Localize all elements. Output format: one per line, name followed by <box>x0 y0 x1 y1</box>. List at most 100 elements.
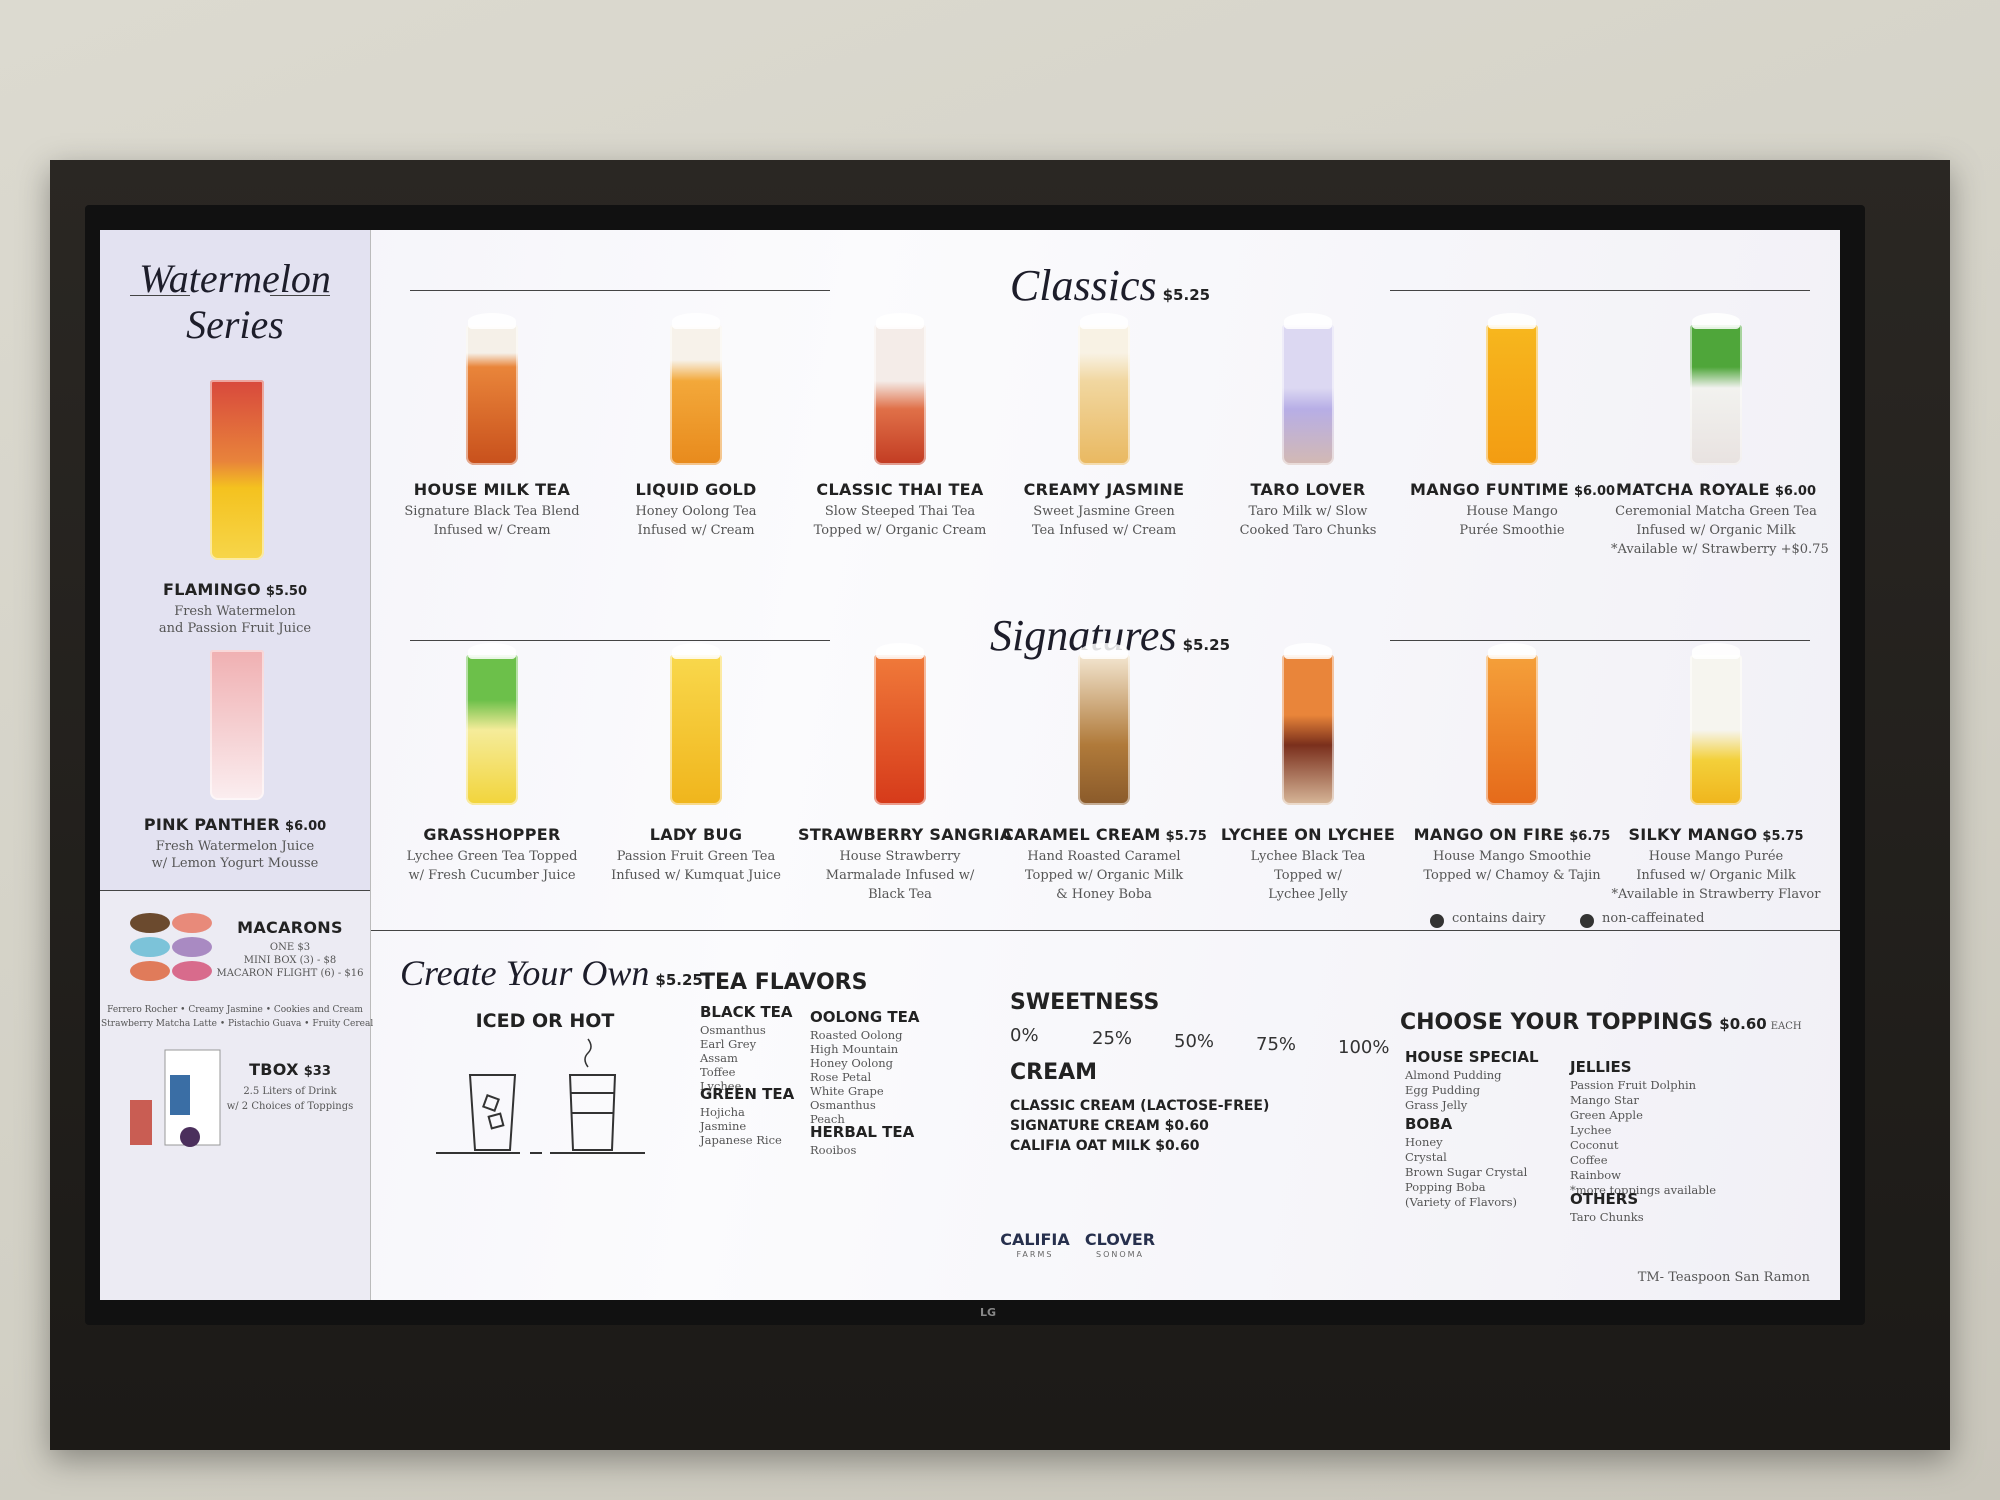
toppings-heading: CHOOSE YOUR TOPPINGS <box>1400 1010 1714 1035</box>
topping-item: (Variety of Flavors) <box>1405 1195 1518 1209</box>
divider <box>100 890 370 891</box>
drink-image <box>1690 325 1742 465</box>
tea-item: Osmanthus <box>700 1023 766 1037</box>
topping-item: Brown Sugar Crystal <box>1405 1165 1528 1179</box>
tea-item: Toffee <box>700 1065 736 1079</box>
logo-sub: SONOMA <box>1095 1250 1145 1259</box>
series-title: Watermelon <box>139 256 331 301</box>
item-desc: Slow Steeped Thai Tea <box>824 504 976 519</box>
topping-item: Coffee <box>1570 1153 1608 1167</box>
item-desc: Sweet Jasmine Green <box>1033 504 1175 519</box>
drink-topping <box>876 643 924 659</box>
drink-topping <box>1080 643 1128 659</box>
topping-item: Grass Jelly <box>1405 1098 1468 1112</box>
item-price: $5.50 <box>265 584 308 599</box>
item-name: MANGO FUNTIME <box>1410 480 1569 499</box>
topping-item: Coconut <box>1570 1138 1619 1152</box>
drink-image <box>1282 325 1334 465</box>
cyo-serve: ICED OR HOT <box>475 1010 615 1032</box>
sweetness-heading: SWEETNESS <box>1010 990 1160 1015</box>
section-price: $5.25 <box>1162 286 1211 304</box>
section-price: $5.25 <box>1182 636 1231 654</box>
drink-topping <box>468 643 516 659</box>
item-desc: House Strawberry <box>839 849 961 864</box>
topping-item: Egg Pudding <box>1405 1083 1481 1097</box>
item-name: SILKY MANGO <box>1628 825 1758 844</box>
tbox-price: $33 <box>303 1064 331 1079</box>
drink-topping <box>1692 643 1740 659</box>
tea-group: BLACK TEA <box>700 1003 793 1021</box>
item-name: LIQUID GOLD <box>635 480 757 499</box>
topping-item: *more toppings available <box>1570 1183 1717 1197</box>
section-header: Classics $5.25 <box>910 260 1310 311</box>
section-rule <box>410 290 830 291</box>
macarons-price: MACARON FLIGHT (6) - $16 <box>216 968 364 979</box>
item-desc: Infused w/ Kumquat Juice <box>611 868 781 883</box>
tea-item: Osmanthus <box>810 1098 876 1112</box>
item-desc: Fresh Watermelon Juice <box>155 839 315 854</box>
series-title: Series <box>186 302 284 347</box>
item-title: CREAMY JASMINE <box>1002 480 1206 499</box>
topping-group: JELLIES <box>1570 1058 1632 1076</box>
cyo-title: Create Your Own <box>400 953 650 993</box>
item-desc: and Passion Fruit Juice <box>158 621 312 636</box>
item-title: TARO LOVER <box>1206 480 1410 499</box>
item-name: STRAWBERRY SANGRIA <box>798 825 1013 844</box>
item-desc: House Mango Smoothie <box>1432 849 1592 864</box>
tea-item: High Mountain <box>810 1042 899 1056</box>
item-desc: Cooked Taro Chunks <box>1239 523 1377 538</box>
item-name: LYCHEE ON LYCHEE <box>1220 825 1396 844</box>
drink-topping <box>1284 643 1332 659</box>
item-title: LIQUID GOLD <box>594 480 798 499</box>
topping-item: Honey <box>1405 1135 1443 1149</box>
tea-item: Hojicha <box>700 1105 745 1119</box>
item-desc: Topped w/ Chamoy & Tajin <box>1423 868 1601 883</box>
sweetness-level: 0% <box>1010 1025 1039 1046</box>
item-desc: w/ Lemon Yogurt Mousse <box>151 856 319 871</box>
item-title: CLASSIC THAI TEA <box>798 480 1002 499</box>
tbox-desc: 2.5 Liters of Drink <box>243 1086 337 1097</box>
drink-image <box>210 380 264 560</box>
tea-item: Roasted Oolong <box>810 1028 903 1042</box>
item-desc: Purée Smoothie <box>1459 523 1565 538</box>
sweetness-level: 75% <box>1256 1034 1297 1055</box>
topping-group: HOUSE SPECIAL <box>1405 1048 1539 1066</box>
divider <box>370 930 1840 931</box>
toppings-unit: EACH <box>1770 1021 1802 1032</box>
item-name: TARO LOVER <box>1250 480 1366 499</box>
logo-name: CLOVER <box>1084 1230 1156 1249</box>
drink-image <box>1078 325 1130 465</box>
tbox-desc: w/ 2 Choices of Toppings <box>226 1101 354 1112</box>
item-name: PINK PANTHER <box>143 815 281 834</box>
drink-topping <box>1692 313 1740 329</box>
tea-item: Rose Petal <box>810 1070 872 1084</box>
macarons-name: MACARONS <box>237 918 343 937</box>
macarons-flavor: Strawberry Matcha Latte • Pistachio Guav… <box>101 1019 374 1029</box>
cream-item: SIGNATURE CREAM $0.60 <box>1010 1118 1209 1134</box>
item-desc: Passion Fruit Green Tea <box>616 849 776 864</box>
item-desc: Infused w/ Organic Milk <box>1636 523 1796 538</box>
macarons-price: ONE $3 <box>269 942 311 953</box>
item-desc: *Available w/ Strawberry +$0.75 <box>1611 542 1829 557</box>
item-name: FLAMINGO <box>162 580 261 599</box>
item-desc: Signature Black Tea Blend <box>404 504 580 519</box>
macarons-price: MINI BOX (3) - $8 <box>243 955 337 966</box>
item-title: MANGO FUNTIME $6.00 <box>1410 480 1615 499</box>
section-rule <box>1390 290 1810 291</box>
topping-item: Mango Star <box>1570 1093 1639 1107</box>
item-desc: Marmalade Infused w/ <box>825 868 975 883</box>
tbox-image <box>130 1049 221 1147</box>
item-desc: Honey Oolong Tea <box>635 504 757 519</box>
logo-name: CALIFIA <box>1000 1230 1070 1249</box>
drink-topping <box>1488 313 1536 329</box>
item-desc: Infused w/ Cream <box>637 523 755 538</box>
tea-group: OOLONG TEA <box>810 1008 920 1026</box>
sweetness-level: 25% <box>1092 1028 1133 1049</box>
item-title: HOUSE MILK TEA <box>390 480 594 499</box>
item-desc: *Available in Strawberry Flavor <box>1611 887 1821 902</box>
tbox-title: TBOX $33 <box>215 1060 365 1079</box>
topping-group: OTHERS <box>1570 1190 1639 1208</box>
title-rule <box>130 295 190 296</box>
item-desc: Infused w/ Cream <box>433 523 551 538</box>
drink-image <box>874 325 926 465</box>
